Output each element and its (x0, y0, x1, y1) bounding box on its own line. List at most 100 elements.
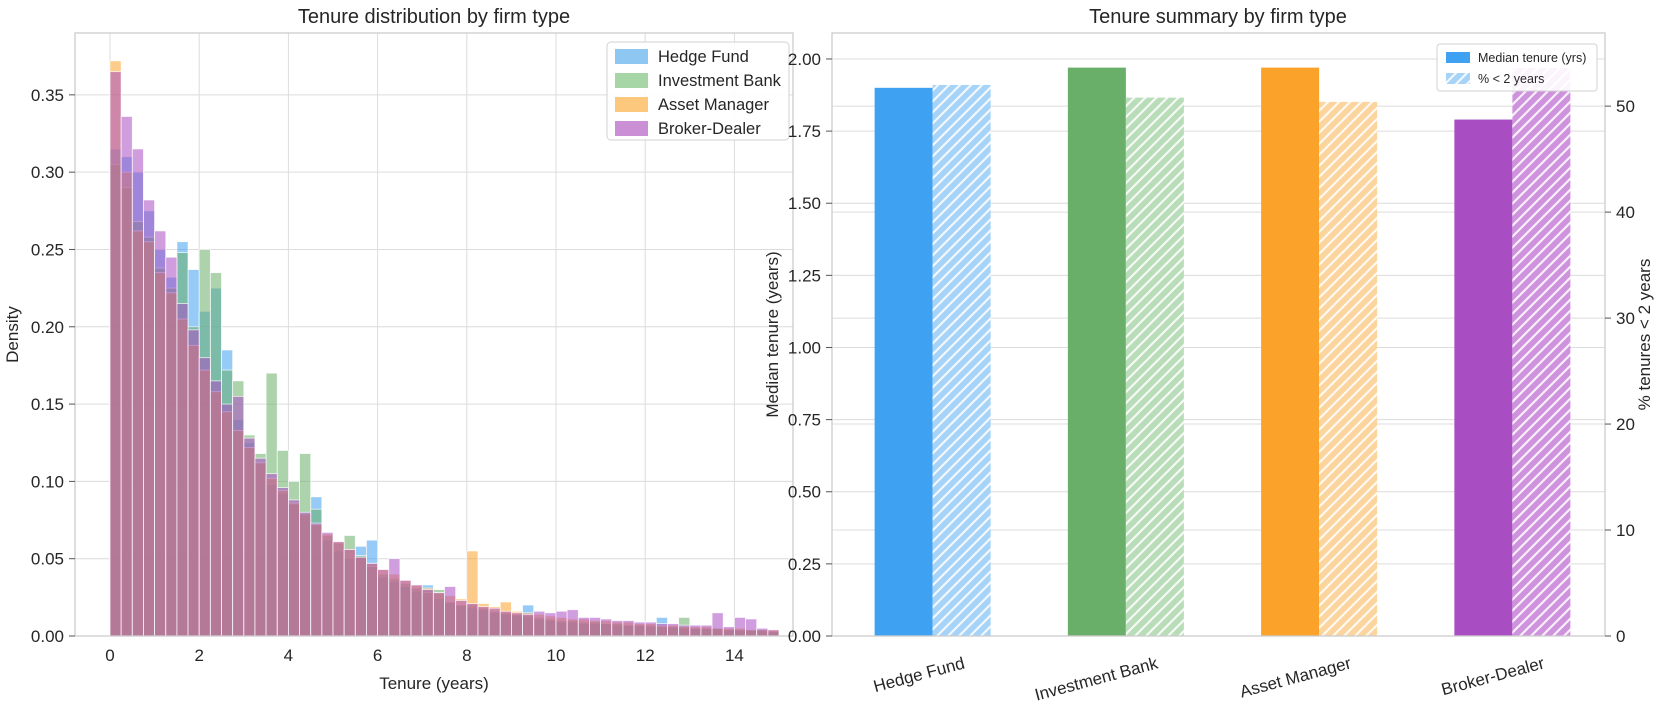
histogram-bar (276, 487, 289, 637)
legend-label: Investment Bank (658, 72, 782, 90)
histogram-bar (165, 256, 178, 637)
left-y-axis-label: Median tenure (years) (763, 251, 782, 417)
legend-swatch (615, 49, 648, 64)
category-label: Broker-Dealer (1439, 653, 1546, 699)
histogram-panel: 0.00 0.05 0.10 0.15 0.20 0.25 0.30 0.35 0 2 4 6 8 10 1… (3, 32, 794, 693)
histogram-bar (488, 607, 501, 637)
left-y-tick-label: 0.25 (788, 555, 821, 574)
median-tenure-bar (874, 87, 933, 637)
right-y-tick-label: 10 (1616, 521, 1635, 540)
histogram-bar (745, 618, 758, 637)
x-tick-label: 12 (636, 646, 655, 665)
histogram-bar (176, 303, 189, 637)
histogram-bar (198, 357, 211, 637)
y-tick-label: 0.05 (31, 550, 64, 569)
histogram-bar (388, 558, 401, 637)
histogram-bar (644, 621, 657, 637)
legend-swatch (1446, 73, 1470, 84)
histogram-bar (600, 618, 613, 637)
histogram-series-broker-dealer (109, 71, 780, 637)
y-tick-label: 0.20 (31, 318, 64, 337)
x-tick-label: 10 (547, 646, 566, 665)
histogram-legend: Hedge Fund Investment Bank Asset Manager Br… (606, 41, 790, 141)
legend-swatch (1446, 52, 1470, 63)
histogram-bar (667, 623, 680, 637)
pct-under-2yrs-bar (1512, 67, 1571, 637)
left-y-tick-label: 1.50 (788, 194, 821, 213)
x-tick-label: 14 (725, 646, 744, 665)
legend-swatch (615, 73, 648, 88)
histogram-bar (131, 148, 144, 637)
x-tick-label: 2 (194, 646, 203, 665)
pct-under-2yrs-bar (1125, 97, 1184, 636)
histogram-bar (722, 626, 735, 637)
histogram-bar (221, 403, 234, 637)
legend-box (606, 41, 790, 141)
left-y-tick-label: 0.50 (788, 483, 821, 502)
histogram-bar (622, 620, 635, 637)
legend-label: Hedge Fund (658, 48, 749, 66)
left-y-tick-label: 0.00 (788, 627, 821, 646)
histogram-bar (611, 620, 624, 637)
histogram-bar (354, 556, 367, 637)
histogram-bar (700, 624, 713, 637)
histogram-bar (299, 511, 312, 637)
histogram-title: Tenure distribution by firm type (297, 6, 571, 28)
histogram-bar (444, 586, 457, 637)
histogram-bar (187, 329, 200, 637)
axis-frame (831, 32, 1606, 637)
histogram-bar (287, 499, 300, 637)
pct-under-2yrs-bar (1319, 101, 1378, 636)
right-y-tick-label: 0 (1616, 627, 1625, 646)
histogram-bar (589, 617, 602, 637)
left-y-tick-label: 0.75 (788, 411, 821, 430)
histogram-bar (265, 473, 278, 637)
histogram-bar (555, 610, 568, 637)
summary-legend: Median tenure (yrs) % < 2 years (1436, 43, 1598, 92)
histogram-bar (577, 617, 590, 637)
legend-label: Broker-Dealer (658, 120, 761, 138)
histogram-bar (332, 541, 345, 637)
x-tick-label: 4 (284, 646, 293, 665)
histogram-bar (544, 612, 557, 637)
histogram-bar (678, 624, 691, 637)
histogram-bar (377, 569, 390, 637)
legend-label: Median tenure (yrs) (1478, 51, 1586, 65)
right-y-tick-label: 50 (1616, 97, 1635, 116)
legend-box (1436, 43, 1598, 92)
left-y-tick-label: 1.75 (788, 122, 821, 141)
y-axis-label: Density (3, 306, 22, 363)
right-y-tick-label: 20 (1616, 415, 1635, 434)
axis-frame (74, 32, 794, 637)
histogram-bar (499, 610, 512, 637)
histogram-bar (767, 629, 780, 637)
histogram-bar (421, 589, 434, 637)
histogram-bar (711, 612, 724, 637)
histogram-bar (209, 380, 222, 637)
median-tenure-bar (1454, 119, 1513, 636)
x-tick-label: 0 (105, 646, 114, 665)
histogram-bar (689, 624, 702, 637)
median-tenure-bar (1261, 67, 1320, 636)
histogram-bar (321, 532, 334, 637)
right-y-axis-label: % tenures < 2 years (1635, 259, 1654, 411)
category-label: Investment Bank (1033, 653, 1161, 704)
left-y-tick-label: 2.00 (788, 50, 821, 69)
left-y-tick-label: 1.00 (788, 338, 821, 357)
y-tick-label: 0.10 (31, 472, 64, 491)
histogram-bar (399, 579, 412, 637)
histogram-bar (510, 612, 523, 637)
pct-under-2yrs-bar (932, 84, 991, 637)
histogram-bar (432, 592, 445, 637)
category-label: Asset Manager (1238, 653, 1354, 701)
histogram-bar (243, 437, 256, 637)
legend-swatch (615, 121, 648, 136)
summary-panel: 0.00 0.25 0.50 0.75 1.00 1.25 1.50 1.75 2.00 0 10 2… (763, 32, 1654, 705)
histogram-bar (109, 71, 122, 637)
histogram-bar (154, 230, 167, 637)
summary-title: Tenure summary by firm type (1089, 6, 1347, 28)
median-tenure-bar (1067, 67, 1126, 636)
x-axis-label: Tenure (years) (379, 674, 489, 693)
